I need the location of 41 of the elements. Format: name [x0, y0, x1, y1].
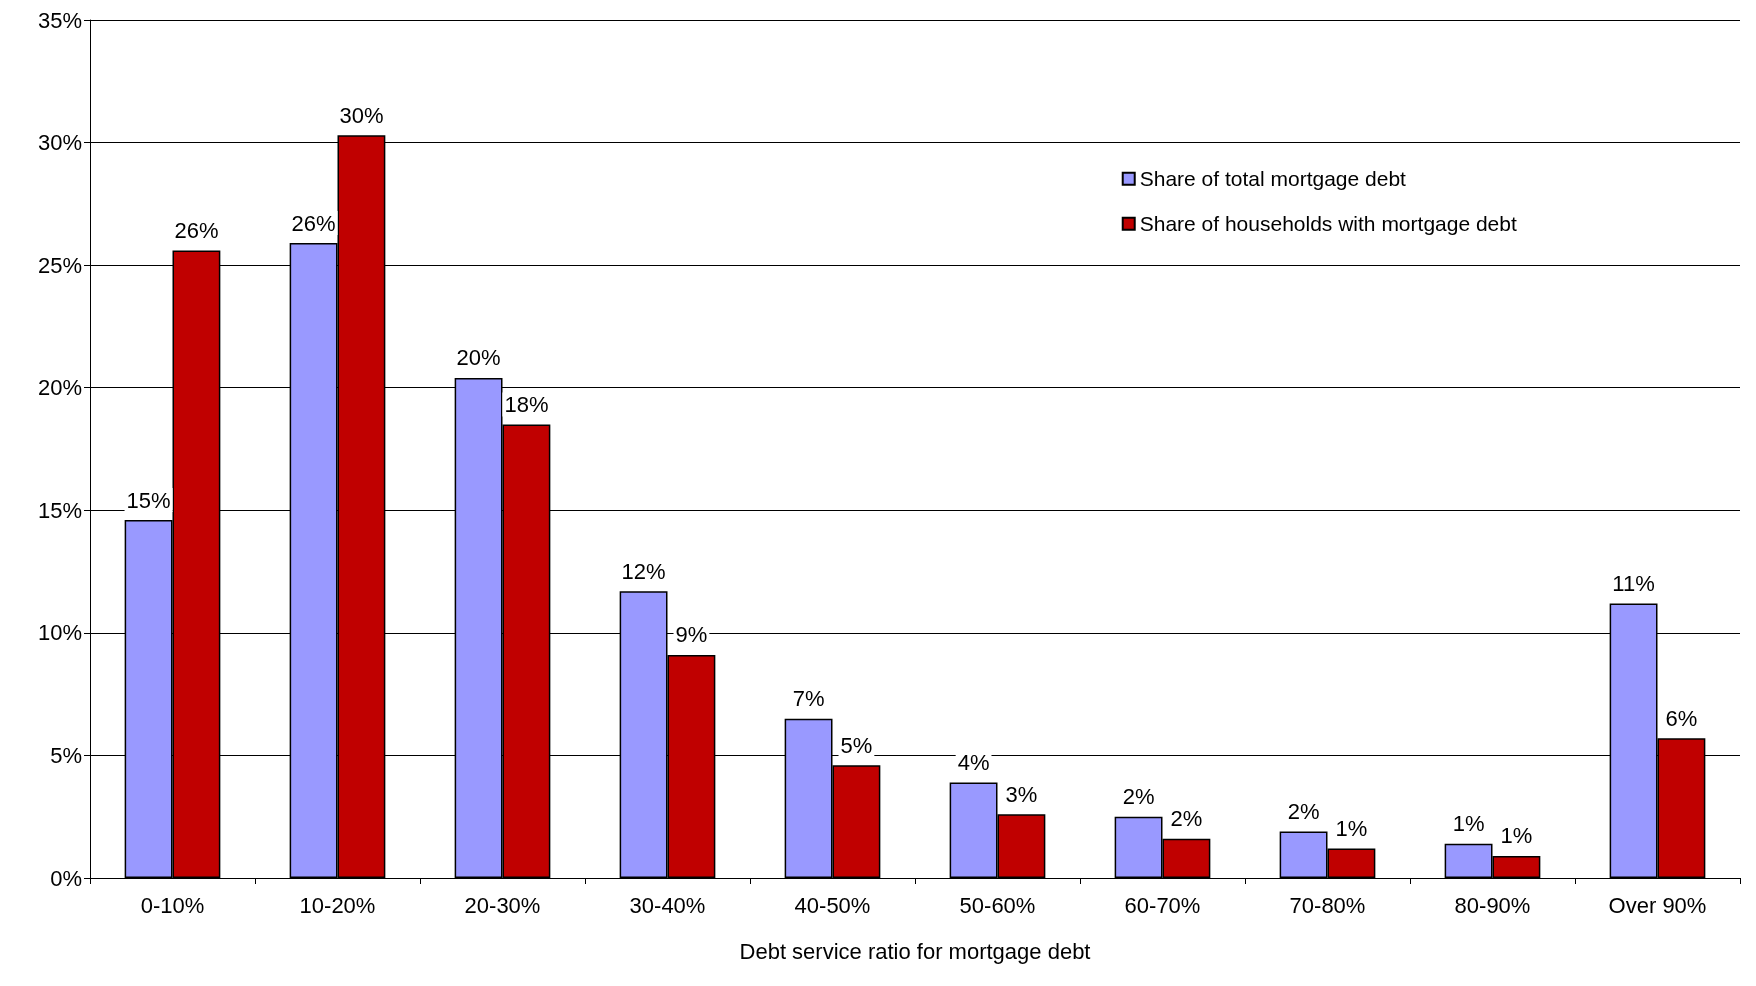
data-label: 26% — [174, 217, 219, 243]
data-label: 12% — [621, 558, 666, 584]
y-tick-label: 15% — [37, 497, 82, 523]
data-label: 5% — [840, 732, 873, 758]
data-label: 3% — [1005, 781, 1038, 807]
data-label: 15% — [126, 487, 171, 513]
x-tick-label: 10-20% — [299, 892, 376, 918]
data-label: 11% — [1612, 570, 1655, 596]
data-label: 2% — [1122, 784, 1155, 810]
data-label: 18% — [504, 391, 549, 417]
legend-label: Share of households with mortgage debt — [1139, 212, 1517, 236]
data-label: 30% — [339, 102, 384, 128]
x-tick-label: 60-70% — [1124, 892, 1201, 918]
x-tick-label: 80-90% — [1454, 892, 1531, 918]
x-axis-title: Debt service ratio for mortgage debt — [739, 938, 1091, 964]
y-tick-label: 10% — [37, 620, 82, 646]
x-tick-label: 70-80% — [1289, 892, 1366, 918]
y-tick-label: 20% — [37, 375, 82, 401]
y-tick-label: 0% — [50, 865, 82, 891]
data-label: 9% — [675, 622, 708, 648]
x-tick-label: Over 90% — [1608, 892, 1707, 918]
y-tick-label: 5% — [50, 742, 82, 768]
legend-label: Share of total mortgage debt — [1139, 167, 1407, 191]
y-tick-label: 25% — [37, 252, 82, 278]
data-label: 20% — [456, 345, 501, 371]
data-label: 1% — [1335, 816, 1368, 842]
data-label: 1% — [1452, 811, 1485, 837]
data-label: 6% — [1665, 705, 1698, 731]
data-label: 4% — [957, 749, 990, 775]
data-label: 7% — [792, 686, 825, 712]
data-label: 26% — [291, 210, 336, 236]
y-tick-label: 30% — [37, 130, 82, 156]
data-label: 2% — [1287, 798, 1320, 824]
x-tick-label: 30-40% — [629, 892, 706, 918]
x-tick-label: 50-60% — [959, 892, 1036, 918]
data-label: 1% — [1500, 823, 1533, 849]
data-label: 2% — [1170, 806, 1203, 832]
x-tick-label: 20-30% — [464, 892, 541, 918]
x-tick-label: 0-10% — [140, 892, 205, 918]
x-tick-label: 40-50% — [794, 892, 871, 918]
y-tick-label: 35% — [37, 7, 82, 33]
